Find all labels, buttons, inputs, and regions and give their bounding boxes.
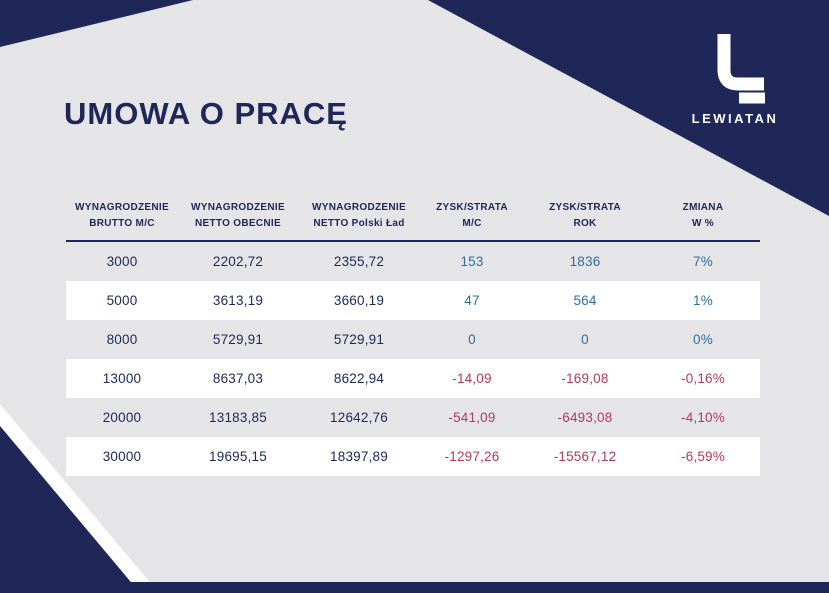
- table-cell: 8000: [106, 332, 138, 347]
- column-header: WYNAGRODZENIE NETTO OBECNIE: [191, 202, 285, 229]
- table-cell: 7%: [693, 254, 713, 269]
- table-cell: 2202,72: [212, 254, 264, 269]
- table-row: 5000 3613,19 3660,19 47 564 1%: [66, 281, 760, 320]
- table-row: 8000 5729,91 5729,91 0 0 0%: [66, 320, 760, 359]
- page-title: UMOWA O PRACĘ: [64, 96, 348, 131]
- table-cell: 564: [573, 293, 597, 308]
- table-cell: 8622,94: [333, 371, 385, 386]
- table-row: 3000 2202,72 2355,72 153 1836 7%: [66, 242, 760, 281]
- column-header: ZYSK/STRATA ROK: [549, 202, 621, 229]
- table-cell: 13000: [102, 371, 142, 386]
- table-cell: -0,16%: [681, 371, 725, 386]
- table-row: 30000 19695,15 18397,89 -1297,26 -15567,12 -6…: [66, 437, 760, 476]
- salary-table: WYNAGRODZENIE BRUTTO M/C WYNAGRODZENIE NETT…: [66, 200, 760, 476]
- table-row: 13000 8637,03 8622,94 -14,09 -169,08 -0,16%: [66, 359, 760, 398]
- brand-name: LEWIATAN: [691, 111, 779, 126]
- corner-triangle-top-left: [0, 0, 193, 47]
- column-header: WYNAGRODZENIE BRUTTO M/C: [75, 202, 169, 229]
- table-cell: 0: [581, 332, 589, 347]
- table-cell: 3660,19: [333, 293, 385, 308]
- lewiatan-logo-icon: [717, 34, 765, 104]
- table-cell: 5729,91: [212, 332, 264, 347]
- table-cell: 3613,19: [212, 293, 264, 308]
- table-cell: 153: [460, 254, 484, 269]
- bottom-bar: [0, 582, 829, 593]
- table-cell: 20000: [102, 410, 142, 425]
- column-header: WYNAGRODZENIE NETTO Polski Ład: [312, 202, 406, 229]
- table-cell: 18397,89: [330, 449, 388, 464]
- table-cell: 5729,91: [333, 332, 385, 347]
- table-cell: 1836: [569, 254, 601, 269]
- table-cell: -1297,26: [444, 449, 500, 464]
- table-cell: 30000: [102, 449, 142, 464]
- table-cell: -6493,08: [557, 410, 613, 425]
- table-cell: 8637,03: [212, 371, 264, 386]
- table-cell: 13183,85: [209, 410, 267, 425]
- table-cell: -14,09: [452, 371, 492, 386]
- table-cell: -541,09: [448, 410, 496, 425]
- table-row: 20000 13183,85 12642,76 -541,09 -6493,08 -4,1…: [66, 398, 760, 437]
- table-cell: -15567,12: [553, 449, 617, 464]
- table-cell: 19695,15: [209, 449, 267, 464]
- table-body: 3000 2202,72 2355,72 153 1836 7% 5000 3613,19 36…: [66, 242, 760, 476]
- table-cell: 0: [468, 332, 476, 347]
- table-cell: 2355,72: [333, 254, 385, 269]
- table-cell: 12642,76: [330, 410, 388, 425]
- table-cell: -6,59%: [681, 449, 725, 464]
- brand-logo: LEWIATAN: [675, 30, 795, 126]
- table-cell: 3000: [106, 254, 138, 269]
- column-header: ZMIANA W %: [682, 202, 724, 229]
- table-header-row: WYNAGRODZENIE BRUTTO M/C WYNAGRODZENIE NETT…: [66, 200, 760, 242]
- column-header: ZYSK/STRATA M/C: [436, 202, 508, 229]
- table-cell: -169,08: [561, 371, 609, 386]
- table-cell: 5000: [106, 293, 138, 308]
- table-cell: 1%: [693, 293, 713, 308]
- table-cell: 0%: [693, 332, 713, 347]
- table-cell: -4,10%: [681, 410, 725, 425]
- table-cell: 47: [464, 293, 480, 308]
